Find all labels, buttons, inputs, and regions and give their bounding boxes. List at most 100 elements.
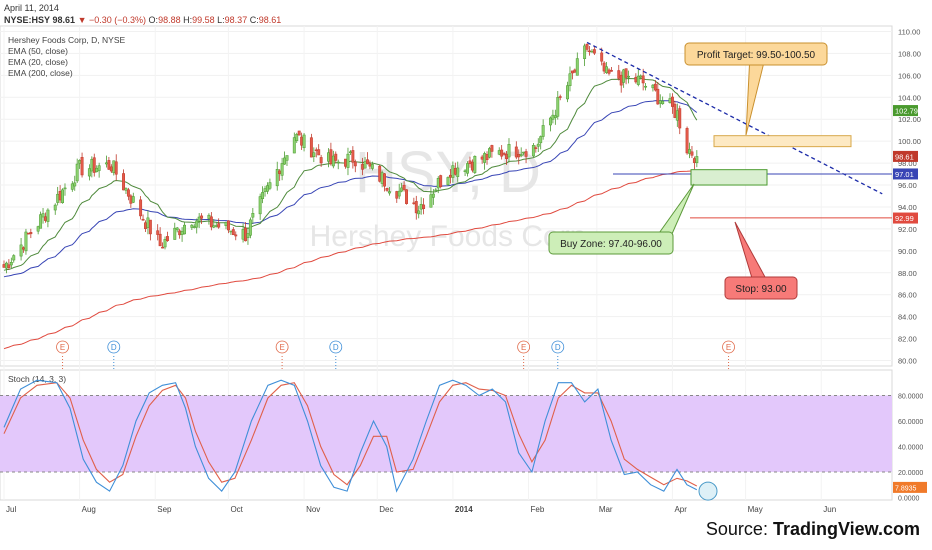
candle-body [78,160,82,164]
candle-body [622,69,626,83]
time-axis-label: Jul [6,505,16,514]
symbol-quote: NYSE:HSY 98.61 ▼ −0.30 (−0.3%) O:98.88 H… [4,15,281,26]
candle-body [214,225,218,227]
candle-body [175,227,179,231]
candle-body [73,182,77,187]
candle-body [280,163,284,176]
candle-body [263,188,267,193]
candle-body [244,227,247,242]
candle-body [248,219,252,236]
price-tick-label: 106.00 [898,71,921,80]
candle-body [158,233,162,247]
ema200-line [3,170,697,350]
candle-body [207,214,211,219]
resistance-trendline [586,41,883,195]
candle-body [19,244,23,257]
stoch-tick-label: 60.0000 [898,419,923,426]
profit-target-callout-label: Profit Target: 99.50-100.50 [697,50,816,61]
candle-body [607,69,611,74]
candle-body [180,230,184,235]
candle-body [39,214,43,229]
candle-body [639,75,643,78]
candle-body [107,160,111,170]
candle-body [434,189,438,192]
candle-body [431,193,435,198]
candle-body [229,230,233,233]
dividend-marker [107,340,121,354]
candle-body [566,85,569,100]
candle-body [192,226,196,228]
candle-body [519,154,523,157]
price-tag [893,150,918,162]
candle-body [126,189,130,197]
candle-body [473,155,477,173]
candle-body [319,157,323,164]
stoch-title: Stoch (14, 3, 3) [8,374,66,384]
stop-callout-label: Stop: 93.00 [735,284,787,295]
candle-body [327,152,330,162]
candle-body [331,155,335,167]
candle-body [522,151,526,154]
candles-group [2,43,699,274]
candle-body [378,165,382,182]
time-axis-label: Jun [823,505,836,514]
ohlc-high-value: 99.58 [192,15,215,25]
time-axis-label: Oct [230,505,243,514]
stoch-k-line [3,379,698,493]
buy-zone-callout-box [548,231,674,255]
time-axis-label: Sep [157,505,172,514]
candle-body [95,167,99,173]
candle-body [400,187,404,192]
candle-body [195,220,199,228]
legend-ema20: EMA (20, close) [8,57,68,67]
candle-body [234,234,238,237]
time-axis-label: Apr [674,505,687,514]
price-tick-label: 94.00 [898,203,917,212]
marker-label: D [333,343,339,352]
candle-body [627,75,630,78]
candle-body [505,153,508,160]
candle-body [507,144,511,158]
candle-body [439,175,443,188]
time-axis-label: Feb [531,505,545,514]
candle-body [231,229,235,236]
dividend-marker [551,340,565,354]
candle-body [122,173,125,191]
candle-body [63,187,67,190]
ohlc-open-value: 98.88 [158,15,181,25]
candle-body [624,68,628,78]
candle-body [44,216,47,221]
candle-body [610,70,613,72]
time-axis-label: Dec [379,505,393,514]
candle-body [370,164,374,169]
candle-body [456,167,460,177]
candle-body [80,157,84,176]
stoch-value-label: 7.8935 [895,485,917,492]
candle-body [283,157,286,165]
candle-body [124,188,128,191]
candle-body [161,246,165,249]
candle-body [312,152,316,157]
candle-body [483,153,487,163]
marker-label: D [555,343,561,352]
candle-body [619,74,623,86]
marker-label: E [521,343,526,352]
candle-body [644,85,648,88]
candle-body [685,128,689,154]
stoch-d-line [3,382,698,487]
candle-body [131,196,135,203]
candle-body [22,247,25,250]
candle-body [514,146,518,158]
candle-body [156,230,160,235]
candle-body [397,190,401,197]
stoch-band [0,395,892,472]
candle-body [534,147,538,149]
candle-body [570,70,574,74]
price-tick-label: 90.00 [898,247,917,256]
candle-body [556,97,560,117]
candle-body [329,149,333,165]
candle-body [695,156,699,164]
candle-body [56,193,60,203]
candle-body [446,177,450,186]
